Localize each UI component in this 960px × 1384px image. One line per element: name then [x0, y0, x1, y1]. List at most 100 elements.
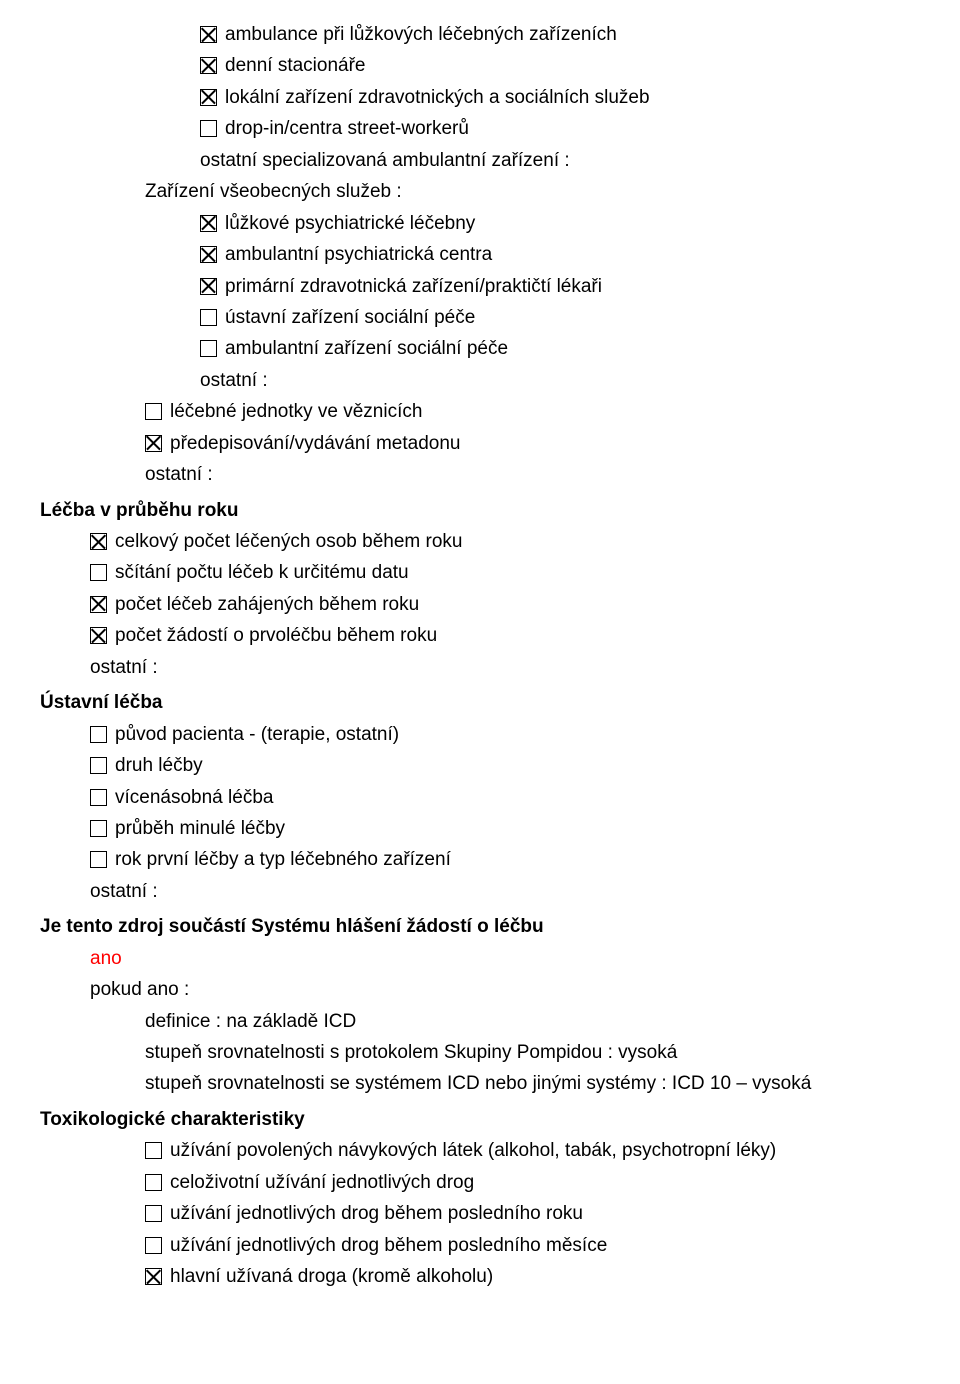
checkbox-unchecked-icon[interactable]: [145, 1174, 162, 1191]
checkbox-row: celoživotní užívání jednotlivých drog: [40, 1168, 960, 1197]
item-label: užívání povolených návykových látek (alk…: [170, 1136, 776, 1165]
text-line: definice : na základě ICD: [40, 1007, 960, 1036]
text-line: Zařízení všeobecných služeb :: [40, 177, 960, 206]
item-label: primární zdravotnická zařízení/praktičtí…: [225, 272, 602, 301]
item-label: celoživotní užívání jednotlivých drog: [170, 1168, 474, 1197]
item-label: ostatní :: [145, 460, 213, 489]
checkbox-checked-icon[interactable]: [145, 1268, 162, 1285]
checkbox-row: primární zdravotnická zařízení/praktičtí…: [40, 272, 960, 301]
item-label: stupeň srovnatelnosti se systémem ICD ne…: [145, 1069, 811, 1098]
item-label: vícenásobná léčba: [115, 783, 273, 812]
section-heading: Toxikologické charakteristiky: [40, 1105, 960, 1134]
checkbox-row: druh léčby: [40, 751, 960, 780]
checkbox-row: ústavní zařízení sociální péče: [40, 303, 960, 332]
item-label: ostatní :: [200, 366, 268, 395]
checkbox-checked-icon[interactable]: [200, 246, 217, 263]
item-label: průběh minulé léčby: [115, 814, 285, 843]
document-body: ambulance při lůžkových léčebných zaříze…: [40, 20, 960, 1292]
checkbox-unchecked-icon[interactable]: [200, 340, 217, 357]
item-label: lokální zařízení zdravotnických a sociál…: [225, 83, 650, 112]
checkbox-unchecked-icon[interactable]: [145, 1142, 162, 1159]
checkbox-checked-icon[interactable]: [200, 89, 217, 106]
item-label: denní stacionáře: [225, 51, 366, 80]
checkbox-checked-icon[interactable]: [90, 533, 107, 550]
checkbox-row: hlavní užívaná droga (kromě alkoholu): [40, 1262, 960, 1291]
item-label: původ pacienta - (terapie, ostatní): [115, 720, 399, 749]
item-label: celkový počet léčených osob během roku: [115, 527, 462, 556]
checkbox-row: původ pacienta - (terapie, ostatní): [40, 720, 960, 749]
checkbox-row: lokální zařízení zdravotnických a sociál…: [40, 83, 960, 112]
item-label: lůžkové psychiatrické léčebny: [225, 209, 475, 238]
checkbox-checked-icon[interactable]: [200, 57, 217, 74]
checkbox-unchecked-icon[interactable]: [145, 1205, 162, 1222]
item-label: léčebné jednotky ve věznicích: [170, 397, 422, 426]
checkbox-unchecked-icon[interactable]: [200, 120, 217, 137]
checkbox-unchecked-icon[interactable]: [90, 757, 107, 774]
checkbox-row: průběh minulé léčby: [40, 814, 960, 843]
checkbox-checked-icon[interactable]: [200, 215, 217, 232]
checkbox-row: sčítání počtu léčeb k určitému datu: [40, 558, 960, 587]
checkbox-unchecked-icon[interactable]: [145, 1237, 162, 1254]
text-line: ostatní specializovaná ambulantní zaříze…: [40, 146, 960, 175]
checkbox-row: léčebné jednotky ve věznicích: [40, 397, 960, 426]
text-line: pokud ano :: [40, 975, 960, 1004]
checkbox-checked-icon[interactable]: [200, 278, 217, 295]
item-label: druh léčby: [115, 751, 203, 780]
item-label: užívání jednotlivých drog během poslední…: [170, 1199, 583, 1228]
checkbox-unchecked-icon[interactable]: [90, 820, 107, 837]
text-line: ostatní :: [40, 366, 960, 395]
checkbox-row: vícenásobná léčba: [40, 783, 960, 812]
text-line: ano: [40, 944, 960, 973]
item-label: ambulance při lůžkových léčebných zaříze…: [225, 20, 617, 49]
checkbox-row: rok první léčby a typ léčebného zařízení: [40, 845, 960, 874]
item-label: definice : na základě ICD: [145, 1007, 356, 1036]
item-label: ostatní :: [90, 877, 158, 906]
checkbox-row: počet žádostí o prvoléčbu během roku: [40, 621, 960, 650]
item-label: hlavní užívaná droga (kromě alkoholu): [170, 1262, 493, 1291]
item-label: ambulantní psychiatrická centra: [225, 240, 492, 269]
item-label: pokud ano :: [90, 975, 189, 1004]
item-label: stupeň srovnatelnosti s protokolem Skupi…: [145, 1038, 677, 1067]
item-label: ano: [90, 944, 122, 973]
checkbox-checked-icon[interactable]: [90, 627, 107, 644]
text-line: ostatní :: [40, 877, 960, 906]
checkbox-unchecked-icon[interactable]: [145, 403, 162, 420]
checkbox-row: ambulantní psychiatrická centra: [40, 240, 960, 269]
text-line: ostatní :: [40, 653, 960, 682]
checkbox-unchecked-icon[interactable]: [90, 564, 107, 581]
checkbox-unchecked-icon[interactable]: [200, 309, 217, 326]
item-label: ambulantní zařízení sociální péče: [225, 334, 508, 363]
item-label: sčítání počtu léčeb k určitému datu: [115, 558, 409, 587]
checkbox-row: denní stacionáře: [40, 51, 960, 80]
checkbox-row: ambulance při lůžkových léčebných zaříze…: [40, 20, 960, 49]
checkbox-checked-icon[interactable]: [200, 26, 217, 43]
item-label: předepisování/vydávání metadonu: [170, 429, 460, 458]
text-line: stupeň srovnatelnosti s protokolem Skupi…: [40, 1038, 960, 1067]
checkbox-row: užívání jednotlivých drog během poslední…: [40, 1199, 960, 1228]
section-heading: Léčba v průběhu roku: [40, 496, 960, 525]
item-label: Zařízení všeobecných služeb :: [145, 177, 402, 206]
item-label: rok první léčby a typ léčebného zařízení: [115, 845, 451, 874]
checkbox-row: celkový počet léčených osob během roku: [40, 527, 960, 556]
checkbox-row: užívání jednotlivých drog během poslední…: [40, 1231, 960, 1260]
checkbox-checked-icon[interactable]: [145, 435, 162, 452]
item-label: užívání jednotlivých drog během poslední…: [170, 1231, 607, 1260]
item-label: ostatní :: [90, 653, 158, 682]
item-label: ostatní specializovaná ambulantní zaříze…: [200, 146, 570, 175]
checkbox-row: užívání povolených návykových látek (alk…: [40, 1136, 960, 1165]
item-label: počet léčeb zahájených během roku: [115, 590, 419, 619]
text-line: ostatní :: [40, 460, 960, 489]
checkbox-checked-icon[interactable]: [90, 596, 107, 613]
checkbox-unchecked-icon[interactable]: [90, 851, 107, 868]
checkbox-unchecked-icon[interactable]: [90, 789, 107, 806]
item-label: ústavní zařízení sociální péče: [225, 303, 475, 332]
section-heading: Ústavní léčba: [40, 688, 960, 717]
checkbox-row: lůžkové psychiatrické léčebny: [40, 209, 960, 238]
checkbox-row: předepisování/vydávání metadonu: [40, 429, 960, 458]
section-heading: Je tento zdroj součástí Systému hlášení …: [40, 912, 960, 941]
text-line: stupeň srovnatelnosti se systémem ICD ne…: [40, 1069, 960, 1098]
checkbox-row: ambulantní zařízení sociální péče: [40, 334, 960, 363]
item-label: drop-in/centra street-workerů: [225, 114, 469, 143]
checkbox-row: počet léčeb zahájených během roku: [40, 590, 960, 619]
checkbox-unchecked-icon[interactable]: [90, 726, 107, 743]
